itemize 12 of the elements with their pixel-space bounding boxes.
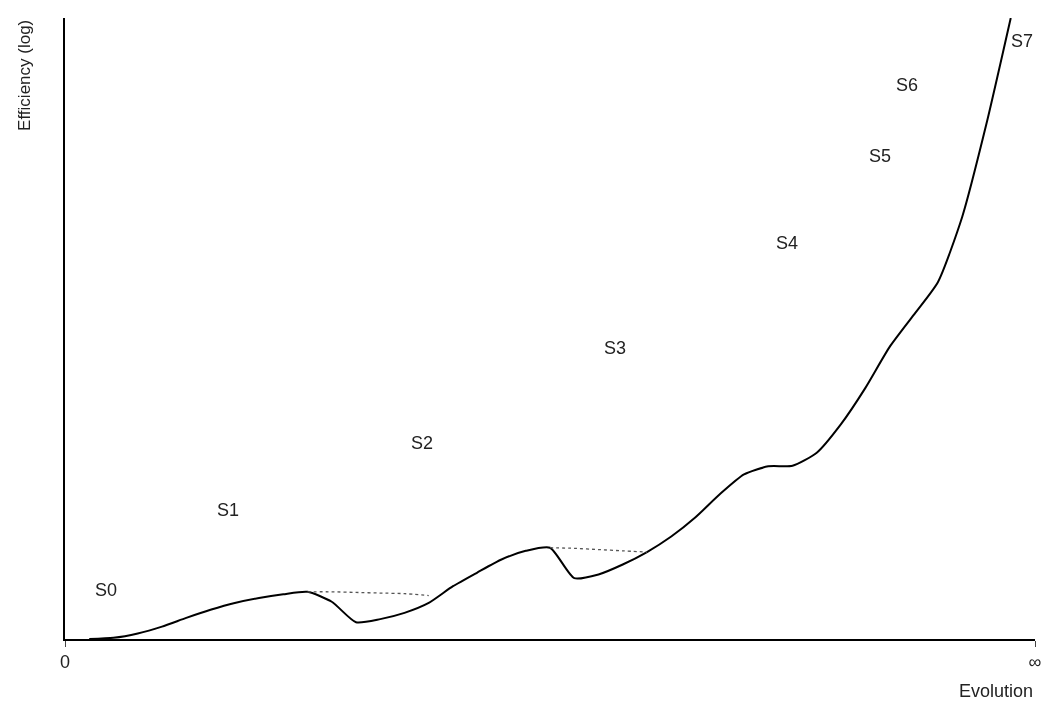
annotation: S5: [869, 146, 892, 166]
x-axis-title: Evolution: [959, 681, 1034, 701]
annotation: S7: [1011, 31, 1034, 51]
x-tick-label: 0: [59, 652, 71, 673]
y-axis-title: Efficiency (log): [14, 19, 34, 131]
annotation: S3: [604, 338, 627, 358]
x-tick-label: ∞: [1028, 652, 1042, 673]
annotation: S6: [896, 75, 919, 95]
annotation: S4: [776, 233, 799, 253]
annotation: S0: [95, 580, 118, 600]
annotation: S1: [217, 500, 240, 520]
annotation: S2: [411, 433, 434, 453]
